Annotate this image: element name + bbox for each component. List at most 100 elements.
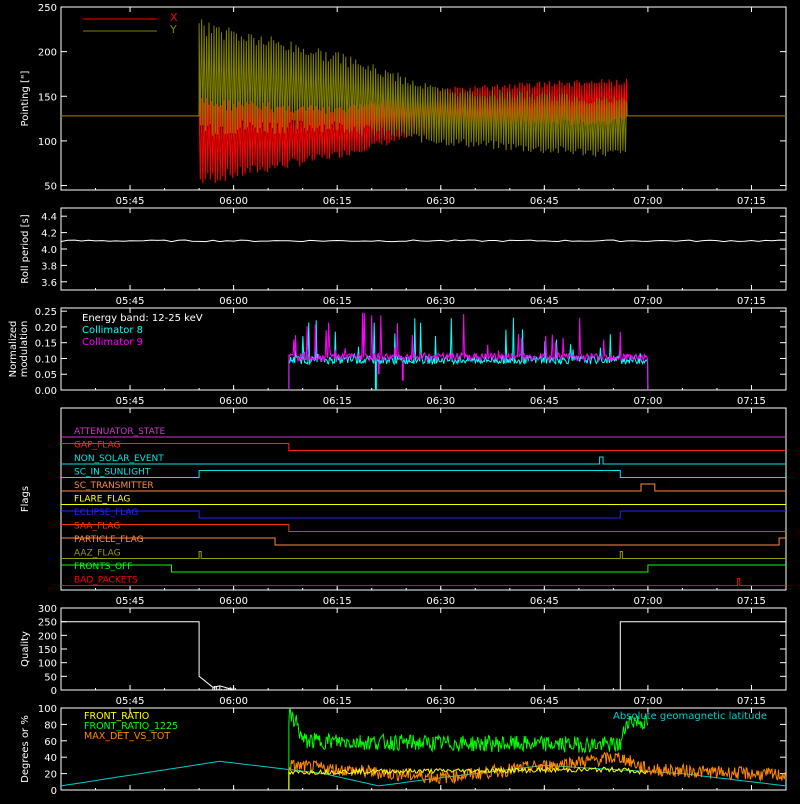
x-tick-label: 06:45 (530, 596, 559, 607)
y-tick-label: 250 (38, 3, 57, 14)
x-tick-label: 06:30 (426, 396, 455, 407)
x-tick-label: 05:45 (116, 196, 145, 207)
energy-band-annotation: Energy band: 12-25 keV (82, 313, 203, 324)
flag-label-eclipse_flag: ECLIPSE_FLAG (74, 508, 138, 518)
y-tick-label: 0.10 (35, 354, 57, 365)
legend-label-collimator-9: Collimator 9 (82, 337, 143, 348)
series-y-line (61, 19, 786, 157)
y-tick-label: 0.20 (35, 323, 57, 334)
y-tick-label: 100 (38, 704, 57, 715)
y-axis-label: Flags (20, 486, 31, 512)
panel-modulation: 05:45 06:00 06:15 06:30 06:45 07:00 07:15 0.00 0… (8, 307, 787, 407)
panel-frame (60, 407, 787, 591)
x-tick-label: 05:45 (116, 296, 145, 307)
x-tick-label: 06:30 (426, 196, 455, 207)
flag-line-sc_in_sunlight (61, 470, 786, 478)
y-tick-label: 0.00 (35, 386, 57, 397)
series-front_ratio_1225-line (288, 707, 649, 791)
flag-line-bad_packets (61, 578, 786, 586)
y-tick-label: 100 (38, 659, 57, 670)
y-tick-label: 150 (38, 645, 57, 656)
x-tick-label: 06:15 (323, 196, 352, 207)
y-tick-label: 0 (51, 786, 57, 797)
x-tick-label: 06:15 (323, 696, 352, 707)
panel-frame (60, 607, 787, 691)
y-axis-label: Pointing ["] (20, 70, 31, 126)
x-tick-label: 07:00 (633, 596, 662, 607)
y-tick-label: 300 (38, 604, 57, 615)
panel-frame (60, 307, 787, 391)
y-tick-label: 100 (38, 137, 57, 148)
x-tick-label: 07:15 (737, 196, 766, 207)
x-tick-label: 05:45 (116, 596, 145, 607)
flag-label-fronts_off: FRONTS_OFF (74, 562, 132, 572)
x-tick-label: 07:00 (633, 696, 662, 707)
x-tick-label: 07:15 (737, 296, 766, 307)
y-tick-label: 250 (38, 618, 57, 629)
y-tick-label: 150 (38, 92, 57, 103)
x-tick-label: 06:30 (426, 696, 455, 707)
x-tick-label: 05:45 (116, 696, 145, 707)
panel-pointing: 05:45 06:00 06:15 06:30 06:45 07:00 07:15 50 100… (20, 3, 787, 207)
flag-line-gap_flag (61, 443, 786, 451)
panel-quality: 05:45 06:00 06:15 06:30 06:45 07:00 07:15 0 50 10… (20, 604, 787, 707)
x-tick-label: 06:00 (219, 196, 248, 207)
y-tick-label: 40 (44, 753, 57, 764)
x-tick-label: 07:00 (633, 196, 662, 207)
legend-label-y: Y (169, 23, 177, 36)
x-tick-label: 06:00 (219, 296, 248, 307)
y-tick-label: 3.6 (41, 278, 57, 289)
y-tick-label: 0.15 (35, 339, 57, 350)
x-tick-label: 06:45 (530, 696, 559, 707)
flag-line-fronts_off (61, 564, 786, 573)
legend-label-front_ratio_1225: FRONT_RATIO_1225 (84, 721, 178, 732)
y-tick-label: 200 (38, 631, 57, 642)
y-tick-label: 60 (44, 737, 57, 748)
y-tick-label: 20 (44, 770, 57, 781)
y-tick-label: 50 (44, 672, 57, 683)
x-tick-label: 07:15 (737, 696, 766, 707)
series-max_det_vs_tot-line (288, 751, 786, 791)
panel-frame (60, 707, 787, 791)
series-front_ratio-line (288, 765, 649, 791)
legend-label-x: X (170, 11, 178, 24)
panel-frame (60, 207, 787, 291)
x-tick-label: 06:00 (219, 596, 248, 607)
y-tick-label: 3.8 (41, 261, 57, 272)
y-axis-label: Quality (20, 631, 31, 667)
flag-label-sc_in_sunlight: SC_IN_SUNLIGHT (74, 468, 151, 478)
flag-label-saa_flag: SAA_FLAG (74, 522, 120, 532)
y-tick-label: 200 (38, 48, 57, 59)
panel-ratio: 0 20 40 60 80 100 Degrees or % (20, 704, 787, 797)
flag-label-aaz_flag: AAZ_FLAG (74, 549, 121, 559)
pointing-series: XY (61, 11, 786, 184)
flag-line-sc_transmitter (61, 483, 786, 492)
flag-label-flare_flag: FLARE_FLAG (74, 495, 130, 505)
flag-line-non_solar_event (61, 456, 786, 465)
flag-line-particle_flag (61, 537, 786, 546)
x-tick-label: 06:30 (426, 296, 455, 307)
panel-frame (60, 6, 787, 191)
x-tick-label: 06:15 (323, 396, 352, 407)
x-tick-label: 06:15 (323, 296, 352, 307)
x-tick-label: 06:00 (219, 396, 248, 407)
y-tick-label: 4.4 (41, 212, 57, 223)
x-tick-label: 06:15 (323, 596, 352, 607)
flag-label-non_solar_event: NON_SOLAR_EVENT (74, 454, 164, 464)
y-tick-label: 0.25 (35, 307, 57, 318)
x-tick-label: 07:00 (633, 296, 662, 307)
y-axis-label: Degrees or % (20, 715, 31, 783)
y-tick-label: 4.0 (41, 245, 57, 256)
x-tick-label: 07:00 (633, 396, 662, 407)
legend-label-front_ratio: FRONT_RATIO (84, 711, 149, 722)
flag-label-attenuator_state: ATTENUATOR_STATE (74, 427, 166, 437)
x-tick-label: 06:45 (530, 296, 559, 307)
ratio-series: FRONT_RATIOFRONT_RATIO_1225MAX_DET_VS_TO… (60, 707, 787, 791)
y-tick-label: 80 (44, 720, 57, 731)
panel-flags: 05:45 06:00 06:15 06:30 06:45 07:00 07:15 Flags (20, 407, 787, 607)
latitude-annotation: Absolute geomagnetic latitude (613, 711, 767, 722)
y-axis-label: Roll period [s] (20, 214, 31, 283)
x-tick-label: 07:15 (737, 596, 766, 607)
